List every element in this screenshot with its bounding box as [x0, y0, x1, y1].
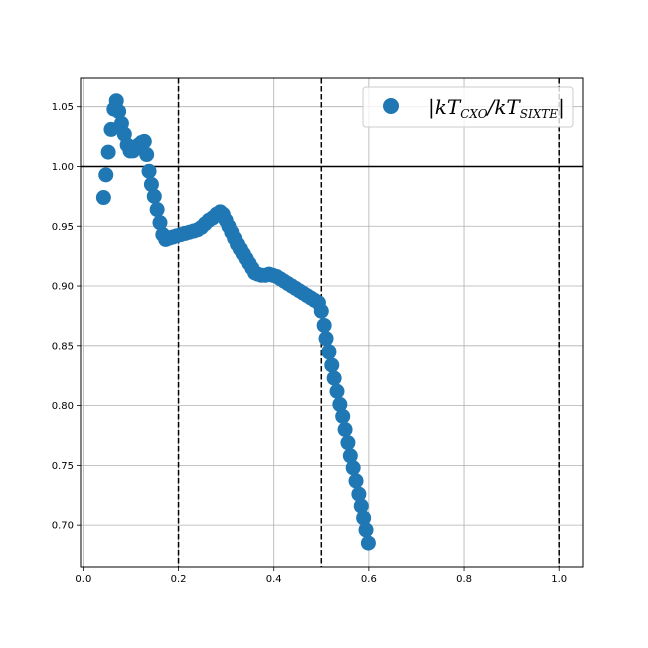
data-point [358, 522, 374, 538]
y-tick-label: 0.95 [52, 222, 74, 233]
data-point [329, 383, 345, 399]
data-point [98, 167, 114, 183]
x-tick-label: 0.4 [266, 574, 282, 585]
x-tick-label: 0.6 [361, 574, 377, 585]
grid [81, 78, 583, 567]
data-point [351, 486, 367, 502]
x-tick-label: 0.8 [456, 574, 472, 585]
data-point [100, 144, 116, 160]
data-point [342, 448, 358, 464]
data-point [318, 331, 334, 347]
legend-marker [383, 98, 399, 114]
data-point [321, 344, 337, 360]
data-point [353, 498, 369, 514]
data-point [141, 163, 157, 179]
data-point [340, 435, 356, 451]
data-point [146, 188, 162, 204]
x-tick-label: 0.0 [75, 574, 91, 585]
data-point [316, 317, 332, 333]
legend-label: |kTCXO/kTSIXTE| [428, 95, 565, 121]
y-tick-label: 0.75 [52, 461, 74, 472]
data-point [335, 408, 351, 424]
data-point [324, 357, 340, 373]
data-point [152, 215, 168, 231]
data-point [360, 535, 376, 551]
data-point [136, 133, 152, 149]
reference-lines [81, 78, 583, 567]
legend-box [362, 86, 574, 128]
y-tick-label: 0.90 [52, 282, 74, 293]
x-tick-label: 0.2 [171, 574, 187, 585]
data-point [313, 303, 329, 319]
data-point [348, 473, 364, 489]
axis-ticks: 0.0 0.2 0.4 0.6 0.8 1.0 0.70 0.75 0.80 0.85 0.90 0.… [52, 102, 567, 585]
data-points [95, 93, 376, 551]
data-point [111, 103, 127, 119]
data-point [143, 176, 159, 192]
data-point [332, 396, 348, 412]
y-tick-label: 1.05 [52, 102, 74, 113]
data-point [149, 202, 165, 218]
y-tick-label: 0.70 [52, 521, 74, 532]
data-point [345, 460, 361, 476]
y-tick-label: 0.80 [52, 401, 74, 412]
y-tick-label: 1.00 [52, 162, 74, 173]
x-tick-label: 1.0 [551, 574, 567, 585]
data-point [356, 510, 372, 526]
data-point [326, 370, 342, 386]
data-point [337, 422, 353, 438]
data-point [139, 147, 155, 163]
y-tick-label: 0.85 [52, 341, 74, 352]
data-point [95, 190, 111, 206]
axes-frame [80, 77, 584, 568]
legend: |kTCXO/kTSIXTE| [362, 86, 574, 128]
